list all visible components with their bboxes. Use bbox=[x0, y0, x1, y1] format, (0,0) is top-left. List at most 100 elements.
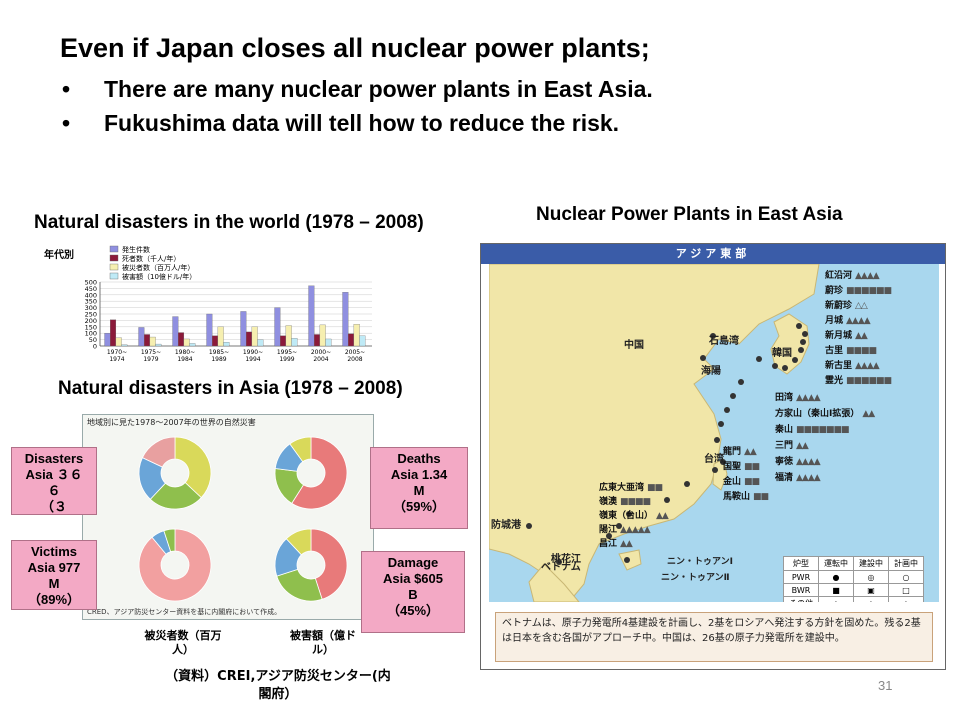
bar bbox=[314, 334, 321, 347]
plant-row: 福清 ▲▲▲▲ bbox=[775, 470, 821, 483]
plant-row: 新蔚珍 △△ bbox=[825, 298, 868, 311]
bar bbox=[172, 316, 179, 347]
plant-name: 国聖 bbox=[723, 462, 742, 472]
plant-dot bbox=[720, 459, 726, 465]
plant-row: 国聖 ■■ bbox=[723, 459, 760, 472]
x-tick-label: 1980~ bbox=[175, 349, 195, 356]
x-tick-label: 1994 bbox=[245, 356, 260, 363]
bar bbox=[257, 339, 264, 347]
plant-reactor-marks: ■■■■■■ bbox=[846, 376, 892, 386]
plant-dot bbox=[700, 355, 706, 361]
y-tick-label: 250 bbox=[85, 311, 97, 319]
bar bbox=[240, 311, 247, 347]
bar bbox=[280, 335, 287, 347]
donut-slice bbox=[174, 436, 212, 499]
x-tick-label: 1975~ bbox=[141, 349, 161, 356]
plant-dot bbox=[756, 356, 762, 362]
bullet-item: Fukushima data will tell how to reduce t… bbox=[60, 106, 920, 140]
legend-mark: □ bbox=[888, 583, 924, 597]
chart-corner-label: 年代別 bbox=[44, 250, 74, 261]
x-tick-label: 1989 bbox=[211, 356, 226, 363]
x-tick-label: 1984 bbox=[177, 356, 192, 363]
plant-row: 田湾 ▲▲▲▲ bbox=[775, 390, 821, 403]
plant-name: 福清 bbox=[775, 473, 794, 483]
plant-dot bbox=[710, 333, 716, 339]
plant-name: 新蔚珍 bbox=[825, 301, 853, 311]
bar bbox=[342, 292, 349, 347]
plant-row: 寧徳 ▲▲▲▲ bbox=[775, 454, 821, 467]
legend-type: その他 bbox=[783, 596, 819, 602]
y-tick-label: 50 bbox=[89, 336, 97, 344]
map-header: アジア東部 bbox=[481, 244, 945, 264]
map-label-fangchenggang: 防城港 bbox=[491, 520, 521, 531]
plant-dot bbox=[792, 357, 798, 363]
plant-name: 新古里 bbox=[825, 361, 853, 371]
plant-dot bbox=[626, 511, 632, 517]
bar bbox=[251, 326, 258, 347]
plant-reactor-marks: ▲▲▲▲▲ bbox=[620, 525, 651, 535]
donut-slice bbox=[310, 528, 348, 600]
plant-reactor-marks: ■■ bbox=[753, 492, 769, 502]
plant-reactor-marks: ▲▲ bbox=[855, 331, 868, 341]
donut-slice bbox=[291, 436, 348, 510]
plant-reactor-marks: ▲▲▲▲ bbox=[796, 457, 821, 467]
plant-name: 蔚珍 bbox=[825, 286, 844, 296]
legend-swatch bbox=[109, 272, 119, 280]
map-label-taiwan: 台湾 bbox=[704, 454, 724, 465]
legend-mark: ● bbox=[818, 570, 854, 584]
plant-row: 嶺東（台山） ▲▲ bbox=[599, 508, 669, 521]
asia-figure-caption: Natural disasters in Asia (1978 – 2008) bbox=[58, 378, 403, 399]
bar bbox=[274, 307, 281, 347]
plant-row: 三門 ▲▲ bbox=[775, 438, 809, 451]
plant-dot bbox=[798, 347, 804, 353]
plant-reactor-marks: ▲▲ bbox=[656, 511, 669, 521]
plant-reactor-marks: ■■■■ bbox=[620, 497, 651, 507]
plant-reactor-marks: ■■ bbox=[647, 483, 663, 493]
plant-reactor-marks: ▲▲ bbox=[862, 409, 875, 419]
china-landmass bbox=[489, 264, 820, 602]
y-tick-label: 300 bbox=[85, 304, 97, 312]
plant-dot bbox=[738, 379, 744, 385]
y-tick-label: 400 bbox=[85, 291, 97, 299]
slide-headline: Even if Japan closes all nuclear power p… bbox=[60, 30, 920, 140]
plant-name: 田湾 bbox=[775, 393, 794, 403]
map-area: 中国 韓国 台湾 ベトナム 石島湾 海陽 防城港 桃花江 紅沿河 ▲▲▲▲ 蔚珍 ■■… bbox=[489, 264, 939, 602]
legend-mark: △ bbox=[888, 596, 924, 602]
deaths-asia-box: Deaths Asia 1.34 M （59%） bbox=[370, 447, 468, 529]
x-tick-label: 1970~ bbox=[107, 349, 127, 356]
y-tick-label: 200 bbox=[85, 317, 97, 325]
plant-name: 紅沿河 bbox=[825, 271, 853, 281]
world-disaster-chart: 年代別 0 50 100 150 200 250 300 350 400 450 500 1970~ 1… bbox=[38, 240, 428, 372]
legend-label: 発生件数 bbox=[122, 245, 150, 254]
plant-row: 嶺澳 ■■■■ bbox=[599, 494, 651, 507]
y-tick-label: 150 bbox=[85, 323, 97, 331]
map-note: ベトナムは、原子力発電所4基建設を計画し、2基をロシアへ発注する方針を固めた。残… bbox=[495, 612, 933, 662]
bar bbox=[104, 333, 111, 347]
plant-row: 霊光 ■■■■■■ bbox=[825, 373, 892, 386]
plant-row: 広東大亜湾 ■■ bbox=[599, 480, 663, 493]
map-label-taohuajiang: 桃花江 bbox=[551, 554, 581, 565]
plant-reactor-marks: ▲▲▲▲ bbox=[846, 316, 871, 326]
damage-jp-label: 被害額（億ド ル） bbox=[290, 629, 356, 656]
plant-reactor-marks: ■■■■■■■ bbox=[796, 425, 850, 435]
plant-row: 金山 ■■ bbox=[723, 474, 760, 487]
plant-reactor-marks: ▲▲▲▲ bbox=[796, 473, 821, 483]
bar bbox=[308, 285, 315, 347]
y-tick-label: 0 bbox=[93, 343, 97, 351]
donut-slice bbox=[285, 528, 312, 556]
legend-swatch bbox=[109, 245, 119, 253]
plant-row: 昌江 ▲▲ bbox=[599, 536, 633, 549]
y-tick-label: 500 bbox=[85, 279, 97, 287]
plant-dot bbox=[802, 331, 808, 337]
bar bbox=[348, 333, 355, 347]
plant-dot bbox=[714, 437, 720, 443]
plant-row: 月城 ▲▲▲▲ bbox=[825, 313, 871, 326]
map-label-ninh-thuan-1: ニン・トゥアンⅠ bbox=[667, 557, 733, 567]
bar bbox=[189, 343, 196, 347]
damage-asia-box: Damage Asia $605 B （45%） bbox=[361, 551, 465, 633]
legend-label: 死者数（千人/年） bbox=[122, 254, 180, 263]
page-number: 31 bbox=[878, 678, 893, 693]
x-tick-label: 1999 bbox=[279, 356, 294, 363]
plant-name: 新月城 bbox=[825, 331, 853, 341]
plant-reactor-marks: ▲▲ bbox=[796, 441, 809, 451]
